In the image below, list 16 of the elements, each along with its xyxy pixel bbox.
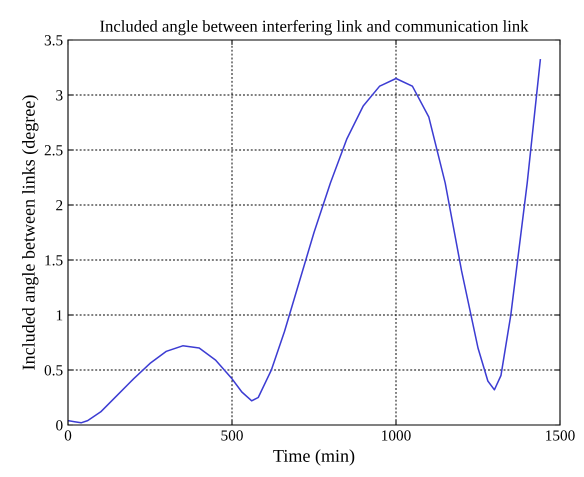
x-tick-label: 0 [64, 430, 72, 441]
line-series [68, 59, 542, 424]
x-axis-title: Time (min) [273, 449, 354, 466]
y-tick-label: 2 [56, 200, 62, 210]
y-tick-label: 1 [56, 310, 62, 320]
y-tick-label: 0 [56, 420, 63, 430]
x-tick-label: 1000 [382, 430, 411, 441]
x-tick-label: 1500 [546, 430, 575, 441]
x-tick-label: 500 [221, 430, 243, 441]
y-tick-label: 2.5 [44, 145, 63, 156]
y-tick-label: 3 [56, 90, 63, 100]
y-axis-title: Included angle between links (degree) [22, 95, 38, 370]
y-tick-label: 0.5 [44, 365, 63, 376]
chart-title: Included angle between interfering link and communication link [100, 20, 529, 36]
y-tick-label: 3.5 [44, 35, 63, 46]
y-tick-label: 1.5 [45, 255, 63, 266]
